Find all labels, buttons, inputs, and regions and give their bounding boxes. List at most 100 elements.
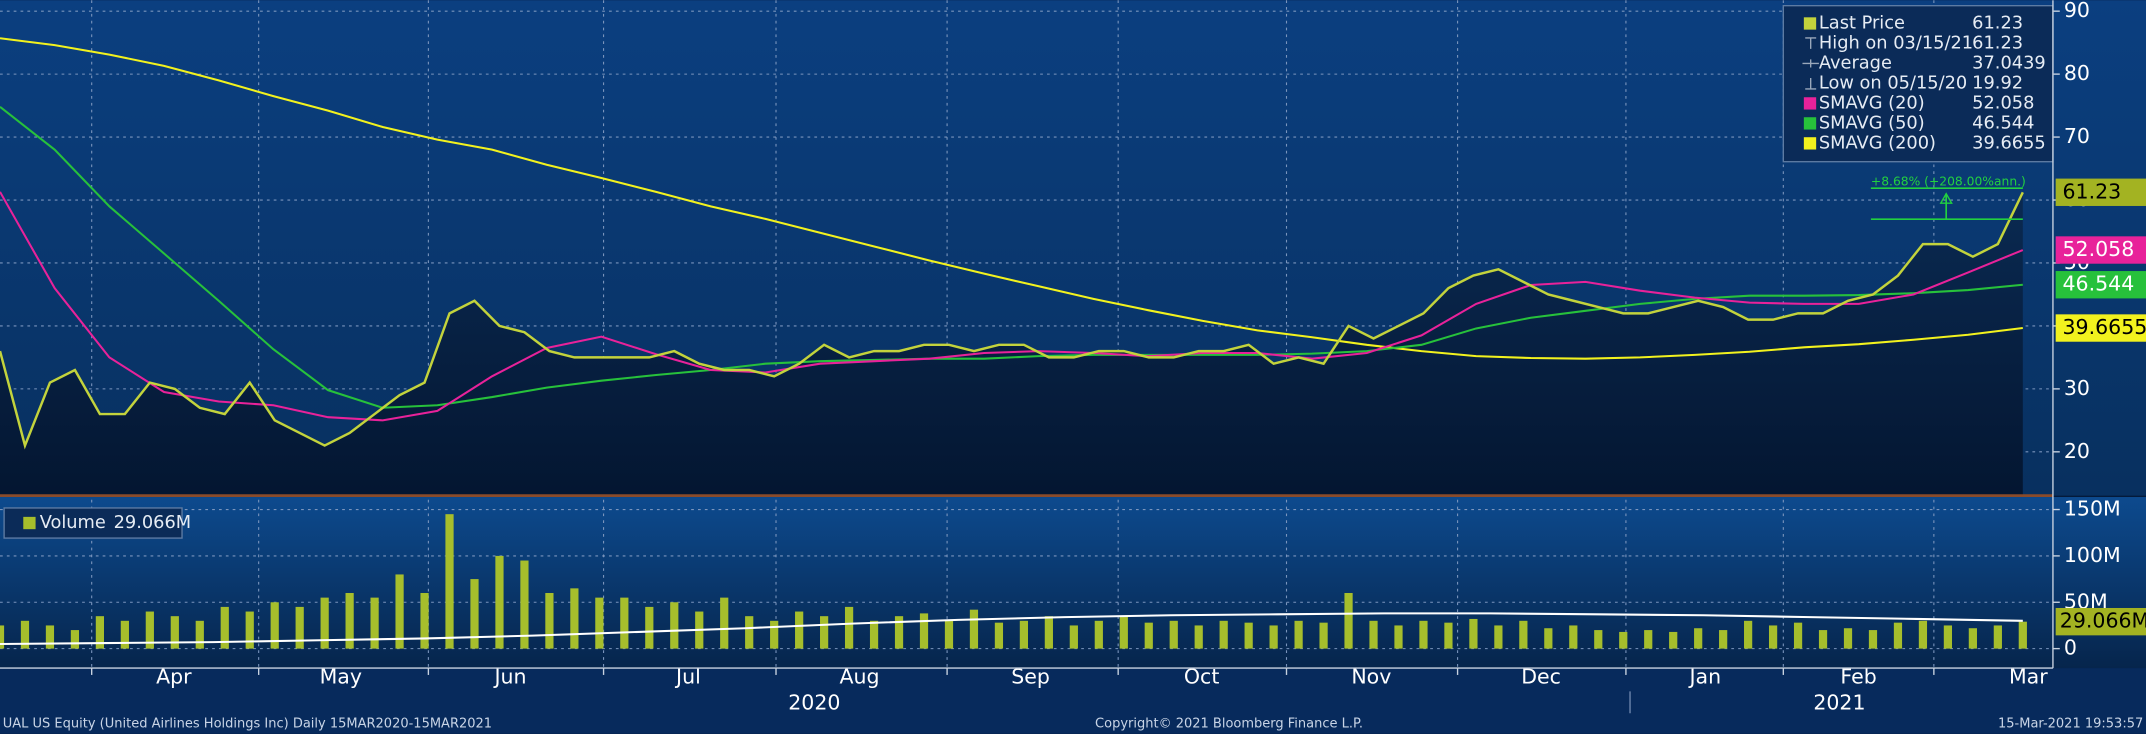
volume-bar [420,592,429,649]
price-area [0,192,2023,496]
volume-bar [1719,630,1728,649]
volume-bar [545,592,554,649]
legend-label: SMAVG (200) [1819,132,1936,153]
legend-value: 39.6655 [1972,132,2046,153]
footer-left: UAL US Equity (United Airlines Holdings … [3,717,492,732]
volume-bar [1294,620,1303,649]
volume-bar [1793,622,1803,649]
value-tag [2055,236,2146,264]
volume-bar [1694,628,1703,649]
volume-bar [1494,625,1503,649]
volume-bar [1319,622,1328,649]
volume-bar [1019,620,1029,649]
volume-bar [1569,625,1578,649]
volume-bar [570,588,579,649]
legend-box [3,507,183,539]
volume-bar [1644,630,1653,649]
volume-bar [1868,630,1878,649]
volume-bar [1818,630,1828,649]
legend-value: 37.0439 [1972,52,2046,73]
volume-bar [1219,620,1228,649]
legend-label: SMAVG (50) [1819,112,1925,133]
volume-bar [1119,616,1128,649]
legend-swatch [1803,17,1817,30]
volume-bar [120,620,129,649]
volume-bar [520,560,529,649]
legend-label: Last Price [1819,12,1905,33]
y-tick-label: 70 [2064,124,2090,148]
volume-bar [495,555,504,649]
y-tick-label: 100M [2064,543,2121,567]
legend-swatch [1803,97,1817,110]
series-line [0,37,2023,360]
volume-bar [170,616,179,649]
legend-label: SMAVG (20) [1819,92,1925,113]
volume-bar [670,602,679,649]
volume-bar [1544,628,1553,649]
value-tag-label: 52.058 [2063,237,2135,261]
volume-bar [1369,620,1378,649]
legend-label: Volume [40,512,106,533]
volume-bar [1194,625,1203,649]
volume-bar [720,597,729,649]
volume-bar [445,514,454,649]
volume-bar [470,579,479,649]
value-tag-label: 29.066M [2060,609,2146,633]
volume-bar [1344,592,1353,649]
volume-bar [1619,631,1628,649]
volume-bar [944,620,954,649]
volume-bar [70,630,80,649]
y-tick-label: 0 [2064,636,2077,660]
volume-bar [595,597,604,649]
legend-value: 52.058 [1972,92,2034,113]
volume-bar [1469,618,1478,649]
annotation: +8.68% (+208.00%ann.) [1871,175,2026,189]
legend-box [1782,4,2054,163]
volume-bar [145,611,154,649]
legend-value: 29.066M [114,512,192,533]
volume-bar [270,602,279,649]
y-tick-label: 20 [2064,439,2090,463]
legend-marker [1802,59,1819,68]
volume-bar [1594,630,1603,649]
legend-value: 46.544 [1972,112,2034,133]
volume-bar [0,625,5,649]
value-tag [2055,607,2146,636]
volume-bar [1244,622,1253,649]
volume-bar [2018,621,2027,649]
value-tag [2055,271,2146,299]
volume-bar [1094,620,1103,649]
x-axis-area [0,668,2146,734]
volume-bar [345,592,354,649]
value-tag [2055,314,2146,342]
volume-bar [645,606,654,649]
volume-bar [844,606,854,649]
volume-bar [1069,625,1078,649]
y-tick-label: 90 [2064,0,2090,22]
volume-bar [820,616,829,649]
volume-bar [1893,622,1903,649]
series-line [0,106,2023,409]
legend-value: 61.23 [1972,12,2023,33]
volume-bar [370,597,379,649]
volume-bar [770,620,779,649]
series-line [0,191,2024,450]
volume-bar [320,597,329,649]
y-tick-label: 150M [2064,497,2121,521]
legend-marker [1805,37,1817,49]
volume-average-line [0,612,2023,646]
volume-bar [45,625,55,649]
legend-value: 61.23 [1972,32,2023,53]
volume-bar [395,574,404,649]
footer-right: 15-Mar-2021 19:53:57 [1998,717,2143,732]
volume-bar [1918,620,1928,649]
volume-bar [1394,625,1403,649]
volume-bar [1519,620,1528,649]
y-tick-label: 30 [2064,376,2090,400]
volume-bar [1169,620,1178,649]
volume-bar [1768,625,1778,649]
volume-bar [745,616,754,649]
value-tag-label: 46.544 [2063,272,2135,296]
volume-bar [894,616,904,649]
